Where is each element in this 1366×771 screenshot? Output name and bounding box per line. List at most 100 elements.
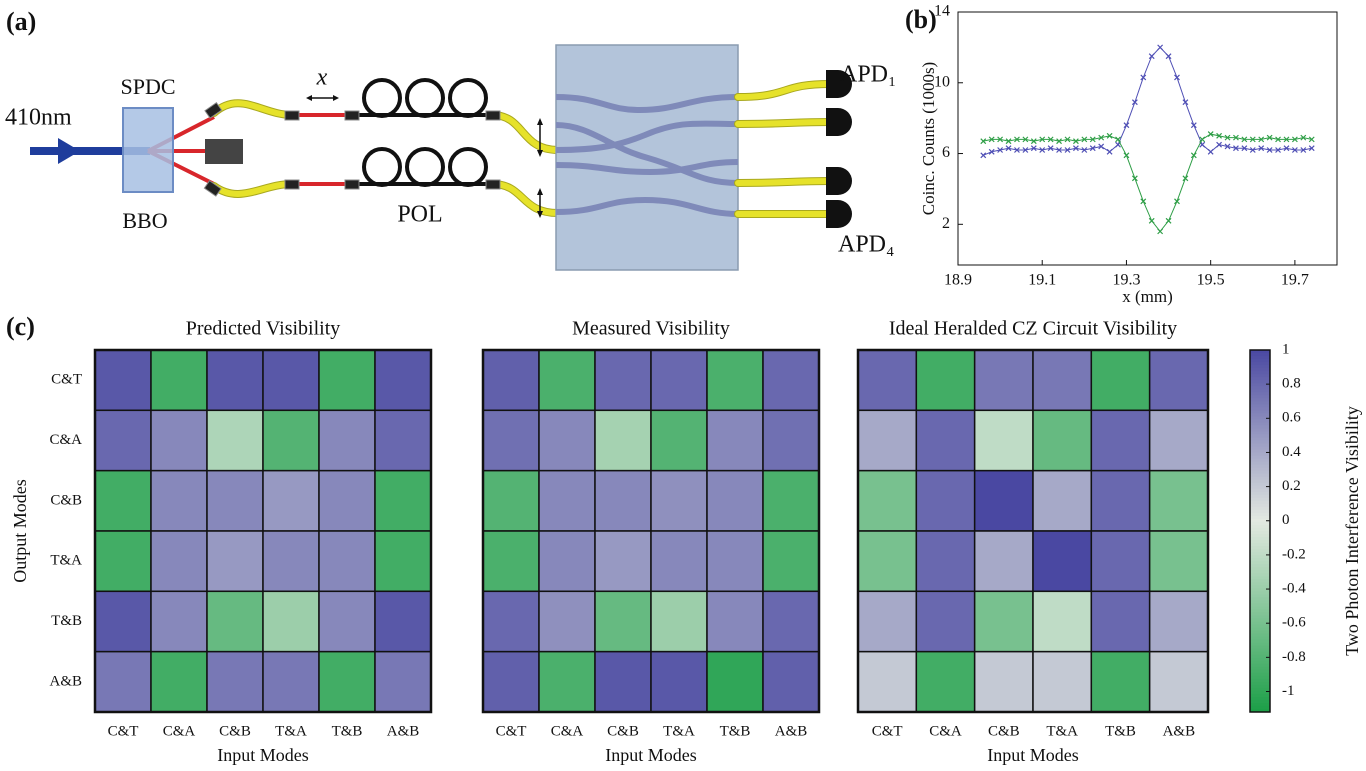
heatmap-cell	[594, 469, 652, 532]
colorbar-step	[1250, 527, 1270, 532]
fit-line	[983, 46, 1312, 156]
heatmap-cell	[706, 409, 764, 472]
colorbar-tick-label: -0.4	[1282, 580, 1306, 596]
data-point	[1258, 145, 1265, 152]
fit-line	[983, 133, 1312, 233]
colorbar-tick-label: 0.6	[1282, 410, 1301, 426]
x-tick-label: C&A	[551, 723, 584, 739]
x-axis-label: Input Modes	[605, 745, 697, 765]
data-point	[1174, 74, 1180, 81]
panel-label: (c)	[6, 312, 35, 341]
colorbar-step	[1250, 666, 1270, 671]
data-point	[988, 148, 995, 155]
heatmap-cell	[538, 469, 596, 532]
heatmap-cell	[94, 409, 152, 472]
data-point	[1300, 134, 1307, 141]
heatmap-cell	[1090, 650, 1151, 713]
colorbar-tick-label: -1	[1282, 683, 1295, 699]
x-tick-label: 18.9	[944, 272, 972, 289]
data-point	[1241, 136, 1248, 143]
heatmap-cell	[857, 469, 918, 532]
colorbar-step	[1250, 389, 1270, 393]
heatmap-cell	[1090, 349, 1151, 412]
colorbar-step	[1250, 443, 1270, 448]
x-tick-label: 19.5	[1197, 272, 1225, 289]
heatmap-cell	[973, 409, 1034, 472]
colorbar-step	[1250, 362, 1270, 366]
x-tick-label: T&B	[1105, 723, 1136, 739]
heatmap-cell	[150, 650, 208, 713]
colorbar-step	[1250, 386, 1270, 390]
x-tick-label: T&A	[663, 723, 695, 739]
data-point	[1241, 145, 1248, 152]
colorbar-step	[1250, 549, 1270, 553]
colorbar-step	[1250, 681, 1270, 686]
data-point	[1014, 136, 1020, 143]
delay-label: x	[316, 65, 328, 91]
colorbar-step	[1250, 705, 1270, 710]
x-tick-label: C&B	[219, 723, 251, 739]
heatmap-cell	[1032, 650, 1093, 713]
data-point	[1047, 136, 1054, 143]
colorbar-tick-label: 0.8	[1282, 376, 1301, 392]
heatmap-cell	[262, 409, 320, 472]
colorbar-step	[1250, 543, 1270, 547]
heatmap-cell	[1148, 530, 1209, 593]
data-point	[1047, 145, 1054, 152]
colorbar-step	[1250, 395, 1270, 399]
y-tick-label: 10	[934, 73, 950, 90]
colorbar-step	[1250, 552, 1270, 556]
heatmap-cell	[706, 349, 764, 412]
colorbar-step	[1250, 615, 1270, 619]
x-tick-label: C&T	[872, 723, 903, 739]
data-point	[1199, 136, 1206, 143]
colorbar-step	[1250, 588, 1270, 592]
colorbar-step	[1250, 437, 1270, 441]
x-tick-label: C&B	[988, 723, 1020, 739]
heatmap-cell	[1032, 469, 1093, 532]
data-point	[980, 138, 987, 145]
data-point	[1233, 145, 1239, 152]
heatmap-frame	[481, 348, 821, 714]
heatmap-cell	[150, 349, 208, 412]
heatmap-cell	[482, 469, 540, 532]
colorbar-step	[1250, 416, 1270, 420]
heatmap-cell	[857, 409, 918, 472]
data-point	[1098, 134, 1105, 141]
x-tick-label: A&B	[1163, 723, 1196, 739]
data-point	[1131, 99, 1138, 106]
colorbar-step	[1250, 446, 1270, 451]
colorbar-step	[1250, 506, 1270, 511]
heatmap-cell	[706, 590, 764, 653]
colorbar-step	[1250, 500, 1270, 505]
heatmap-cell	[318, 590, 376, 653]
heatmap-cell	[150, 530, 208, 593]
colorbar-step	[1250, 693, 1270, 698]
colorbar-step	[1250, 401, 1270, 405]
detector-label: APD₄	[838, 232, 894, 258]
heatmap-cell	[650, 590, 708, 653]
heatmap-cell	[1148, 349, 1209, 412]
heatmap-cell	[318, 530, 376, 593]
heatmap-cell	[762, 349, 820, 412]
colorbar-step	[1250, 696, 1270, 701]
colorbar-step	[1250, 431, 1270, 435]
colorbar-step	[1250, 452, 1270, 457]
colorbar-step	[1250, 657, 1270, 662]
y-tick-label: 2	[942, 215, 950, 232]
colorbar-step	[1250, 687, 1270, 692]
colorbar-step	[1250, 380, 1270, 384]
heatmap-cell	[206, 349, 264, 412]
heatmap-cell	[262, 590, 320, 653]
colorbar-step	[1250, 540, 1270, 544]
data-point	[1030, 145, 1037, 152]
heatmap-cell	[1032, 590, 1093, 653]
pump-label: 410nm	[5, 105, 72, 131]
colorbar-step	[1250, 558, 1270, 562]
colorbar-step	[1250, 485, 1270, 490]
data-point	[1258, 136, 1265, 143]
heatmap-cell	[538, 650, 596, 713]
heatmap-cell	[594, 530, 652, 593]
x-tick-label: T&A	[275, 723, 307, 739]
heatmap-cell	[762, 650, 820, 713]
